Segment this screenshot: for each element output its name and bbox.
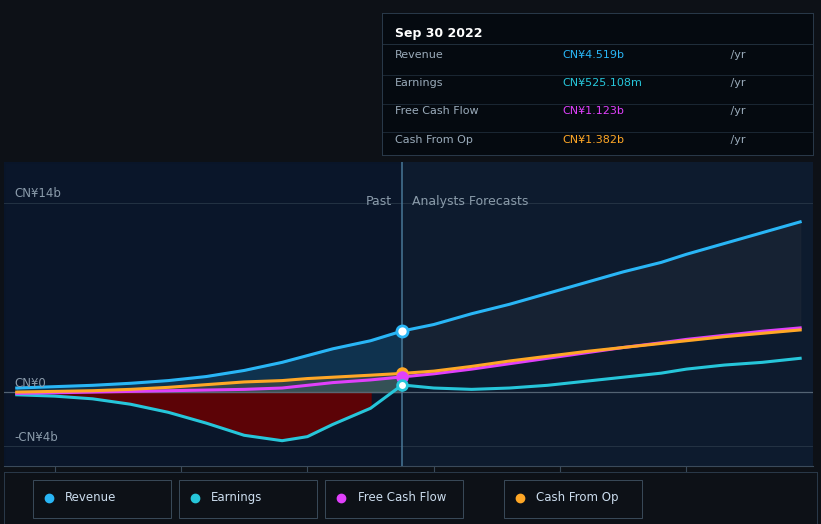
Bar	[402, 162, 813, 466]
Text: CN¥4.519b: CN¥4.519b	[563, 50, 625, 60]
Bar	[4, 162, 402, 466]
Text: Cash From Op: Cash From Op	[536, 492, 619, 504]
Text: CN¥0: CN¥0	[14, 377, 46, 390]
Text: Cash From Op: Cash From Op	[395, 135, 473, 145]
Text: Earnings: Earnings	[395, 78, 443, 88]
Text: Past: Past	[366, 195, 392, 208]
Text: Revenue: Revenue	[65, 492, 117, 504]
Text: -CN¥4b: -CN¥4b	[14, 431, 58, 444]
Text: /yr: /yr	[727, 106, 745, 116]
Text: /yr: /yr	[727, 78, 745, 88]
Text: Analysts Forecasts: Analysts Forecasts	[412, 195, 529, 208]
Text: CN¥1.123b: CN¥1.123b	[563, 106, 625, 116]
Text: CN¥525.108m: CN¥525.108m	[563, 78, 643, 88]
Text: /yr: /yr	[727, 50, 745, 60]
Text: /yr: /yr	[727, 135, 745, 145]
Text: Free Cash Flow: Free Cash Flow	[395, 106, 479, 116]
Text: Free Cash Flow: Free Cash Flow	[358, 492, 446, 504]
Text: CN¥1.382b: CN¥1.382b	[563, 135, 625, 145]
Text: CN¥14b: CN¥14b	[14, 187, 61, 200]
Text: Sep 30 2022: Sep 30 2022	[395, 27, 482, 40]
Text: Revenue: Revenue	[395, 50, 443, 60]
Text: Earnings: Earnings	[211, 492, 263, 504]
